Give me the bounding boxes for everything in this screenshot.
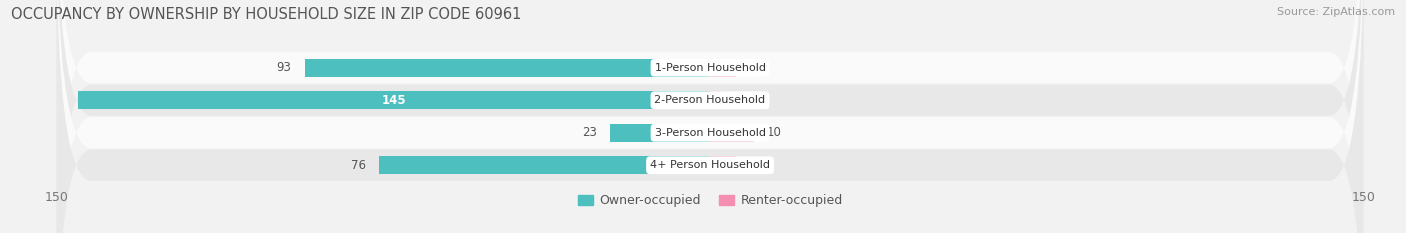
Text: 3-Person Household: 3-Person Household <box>655 128 765 138</box>
Text: Source: ZipAtlas.com: Source: ZipAtlas.com <box>1277 7 1395 17</box>
Text: 4+ Person Household: 4+ Person Household <box>650 160 770 170</box>
Legend: Owner-occupied, Renter-occupied: Owner-occupied, Renter-occupied <box>574 190 846 211</box>
Bar <box>378 157 710 174</box>
Bar <box>710 157 737 174</box>
Text: 93: 93 <box>277 61 291 74</box>
Text: 2-Person Household: 2-Person Household <box>654 95 766 105</box>
FancyBboxPatch shape <box>56 0 1364 233</box>
Text: 145: 145 <box>381 94 406 107</box>
Text: 0: 0 <box>734 94 741 107</box>
Text: OCCUPANCY BY OWNERSHIP BY HOUSEHOLD SIZE IN ZIP CODE 60961: OCCUPANCY BY OWNERSHIP BY HOUSEHOLD SIZE… <box>11 7 522 22</box>
FancyBboxPatch shape <box>56 0 1364 233</box>
Text: 6: 6 <box>749 159 756 172</box>
Bar <box>710 59 737 76</box>
Text: 6: 6 <box>749 61 756 74</box>
Bar <box>710 92 721 109</box>
Text: 76: 76 <box>350 159 366 172</box>
Bar <box>305 59 710 76</box>
Bar <box>710 124 754 141</box>
FancyBboxPatch shape <box>56 0 1364 233</box>
Text: 10: 10 <box>766 126 782 139</box>
Bar <box>610 124 710 141</box>
Text: 23: 23 <box>582 126 596 139</box>
Bar <box>79 92 710 109</box>
Text: 1-Person Household: 1-Person Household <box>655 63 765 73</box>
FancyBboxPatch shape <box>56 0 1364 233</box>
